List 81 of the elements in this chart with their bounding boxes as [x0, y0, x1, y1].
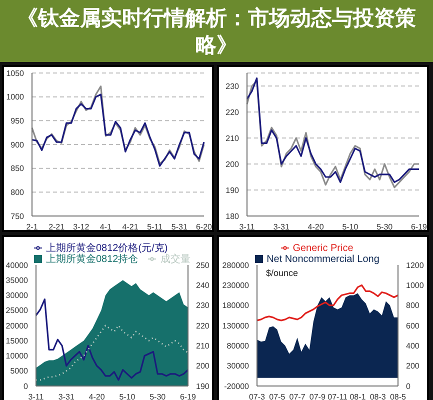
x-tick-label: 5-30 — [376, 222, 394, 232]
y-tick-label: 80000 — [226, 342, 250, 351]
legend-label: 上期所黄金0812持仓 — [46, 254, 138, 265]
y-tick-label: 800 — [10, 188, 25, 198]
x-tick-label: 3-31 — [58, 392, 75, 400]
x-tick-label: 07-11 — [328, 392, 348, 400]
x-tick-label: 4-20 — [88, 392, 106, 400]
x-tick-label: 08-1 — [350, 392, 366, 400]
y-tick-label: 20000 — [6, 321, 29, 330]
x-tick-label: 3-11 — [28, 392, 44, 400]
text: 《钛金属实时行情解析：市场动态与投资策略》 — [0, 0, 433, 62]
legend-label: 成交量 — [160, 254, 190, 265]
legend-label: 上期所黄金0812价格(元/克) — [46, 243, 168, 254]
y-tick-label: 200 — [226, 160, 240, 169]
x-tick-label: 5-11 — [147, 222, 164, 232]
y-tick-label: 130000 — [222, 321, 250, 330]
y2-tick-label: 0 — [406, 382, 411, 391]
x-tick-label: 5-30 — [150, 392, 166, 400]
x-tick-label: 5-10 — [342, 222, 359, 232]
line-series — [256, 284, 399, 322]
y2-tick-label: 800 — [406, 301, 420, 310]
y-tick-label: 230 — [226, 82, 240, 91]
x-tick-label: 2-21 — [48, 222, 66, 232]
y-tick-label: 1050 — [6, 68, 25, 78]
y2-tick-label: 210 — [196, 342, 210, 351]
y-tick-label: 280000 — [222, 260, 250, 270]
y-tick-label: 950 — [10, 116, 25, 126]
x-tick-label: 3-12 — [73, 222, 90, 232]
x-tick-label: 4-20 — [308, 222, 324, 232]
y2-tick-label: 240 — [196, 281, 210, 290]
y-tick-label: -20000 — [224, 382, 250, 391]
y-tick-label: 180 — [226, 212, 240, 221]
y-tick-label: 190 — [226, 186, 240, 195]
y2-tick-label: 400 — [406, 342, 420, 351]
y-tick-label: 40000 — [6, 260, 29, 270]
y2-tick-label: 220 — [196, 321, 210, 330]
x-tick-label: 08-3 — [370, 392, 386, 400]
y2-tick-label: 250 — [196, 260, 210, 270]
annotation: $/ounce — [266, 268, 298, 278]
line-series — [35, 324, 189, 381]
x-tick-label: 6-19 — [410, 222, 428, 232]
x-tick-label: 07-5 — [269, 392, 286, 400]
y-tick-label: 10000 — [6, 352, 29, 361]
legend-label: Net Noncommercial Long — [266, 254, 380, 265]
y-tick-label: 5000 — [10, 366, 29, 376]
y-tick-label: 750 — [10, 212, 25, 221]
y2-tick-label: 230 — [196, 301, 210, 310]
y2-tick-label: 1200 — [406, 260, 424, 270]
x-tick-label: 07-7 — [289, 392, 306, 400]
x-tick-label: 6-19 — [180, 392, 197, 400]
x-tick-label: 6-20 — [196, 222, 213, 232]
y-tick-label: 1000 — [6, 92, 25, 102]
y-tick-label: 230000 — [222, 281, 250, 290]
legend-label: Generic Price — [292, 243, 354, 254]
x-tick-label: 2-1 — [26, 222, 38, 232]
y-tick-label: 180000 — [222, 301, 250, 310]
y-tick-label: 25000 — [6, 306, 29, 316]
y-tick-label: 900 — [10, 140, 25, 150]
y2-tick-label: 200 — [196, 362, 210, 371]
x-tick-label: 07-9 — [309, 392, 326, 400]
x-tick-label: 4-21 — [122, 222, 139, 232]
y-tick-label: 30000 — [226, 362, 250, 371]
y-tick-label: 15000 — [6, 336, 29, 346]
line-series — [35, 298, 189, 381]
y2-tick-label: 200 — [406, 362, 420, 371]
y-tick-label: 210 — [226, 134, 240, 143]
x-tick-label: 3-31 — [273, 222, 290, 232]
y-tick-label: 0 — [24, 382, 29, 391]
x-tick-label: 5-31 — [171, 222, 188, 232]
x-tick-label: 4-1 — [100, 222, 112, 232]
y-tick-label: 850 — [10, 164, 25, 174]
y-tick-label: 220 — [226, 108, 240, 117]
y-tick-label: 30000 — [6, 291, 29, 300]
y-tick-label: 35000 — [6, 276, 29, 285]
y2-tick-label: 1000 — [406, 281, 424, 290]
x-tick-label: 07-3 — [248, 392, 266, 400]
x-tick-label: 3-11 — [239, 222, 256, 232]
y2-tick-label: 190 — [196, 382, 210, 391]
x-tick-label: 5-10 — [119, 392, 136, 400]
y2-tick-label: 600 — [406, 321, 420, 330]
x-tick-label: 08-5 — [390, 392, 407, 400]
